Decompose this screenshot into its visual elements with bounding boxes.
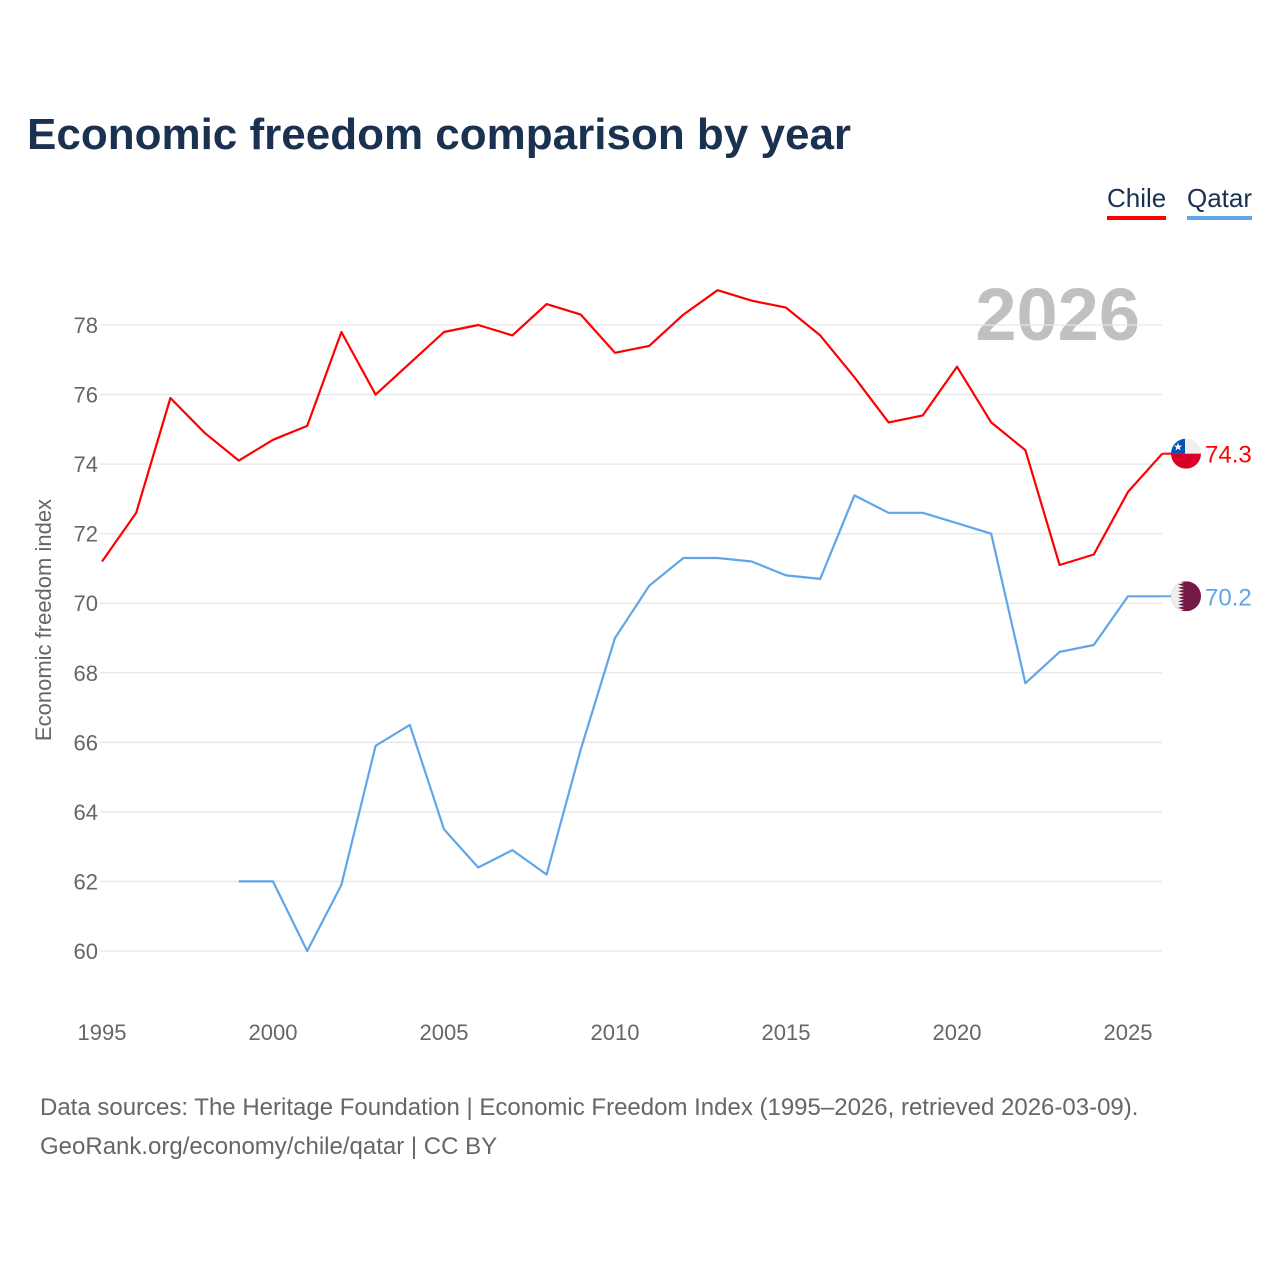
chart-title: Economic freedom comparison by year [27, 110, 852, 159]
y-tick-label: 64 [74, 800, 98, 825]
flag-star: ★ [1173, 442, 1183, 454]
legend-item-chile[interactable]: Chile [1107, 183, 1167, 220]
x-tick-label: 2005 [420, 1020, 469, 1045]
y-tick-label: 66 [74, 730, 98, 755]
flag-body [1171, 581, 1201, 612]
y-tick-label: 60 [74, 939, 98, 964]
x-tick-label: 2015 [762, 1020, 811, 1045]
y-tick-label: 72 [74, 522, 98, 547]
y-tick-label: 62 [74, 869, 98, 894]
y-tick-label: 74 [74, 452, 98, 477]
series-line-qatar [238, 494, 1163, 953]
flag-body: ★ [1171, 438, 1201, 469]
end-value-label: 74.3 [1205, 442, 1252, 469]
chile-flag-icon: ★ [1171, 438, 1201, 469]
x-tick-label: 2020 [933, 1020, 982, 1045]
flag-white-serrated [1171, 581, 1184, 612]
source-line: Data sources: The Heritage Foundation | … [40, 1094, 1139, 1121]
year-watermark: 2026 [975, 273, 1140, 356]
y-tick-label: 70 [74, 591, 98, 616]
y-axis-label: Economic freedom index [31, 499, 56, 741]
end-value-label: 70.2 [1205, 584, 1252, 611]
flag-red [1171, 453, 1201, 469]
series-line-chile [101, 289, 1164, 567]
y-tick-label: 68 [74, 661, 98, 686]
x-tick-label: 2000 [249, 1020, 298, 1045]
y-tick-label: 76 [74, 383, 98, 408]
x-tick-label: 2025 [1104, 1020, 1153, 1045]
qatar-flag-icon [1171, 581, 1201, 612]
legend-item-qatar[interactable]: Qatar [1187, 183, 1253, 220]
source-note: Data sources: The Heritage Foundation | … [40, 1088, 1138, 1166]
x-tick-label: 2010 [591, 1020, 640, 1045]
y-tick-label: 78 [74, 313, 98, 338]
x-tick-label: 1995 [78, 1020, 127, 1045]
source-link[interactable]: GeoRank.org/economy/chile/qatar | CC BY [40, 1133, 498, 1160]
